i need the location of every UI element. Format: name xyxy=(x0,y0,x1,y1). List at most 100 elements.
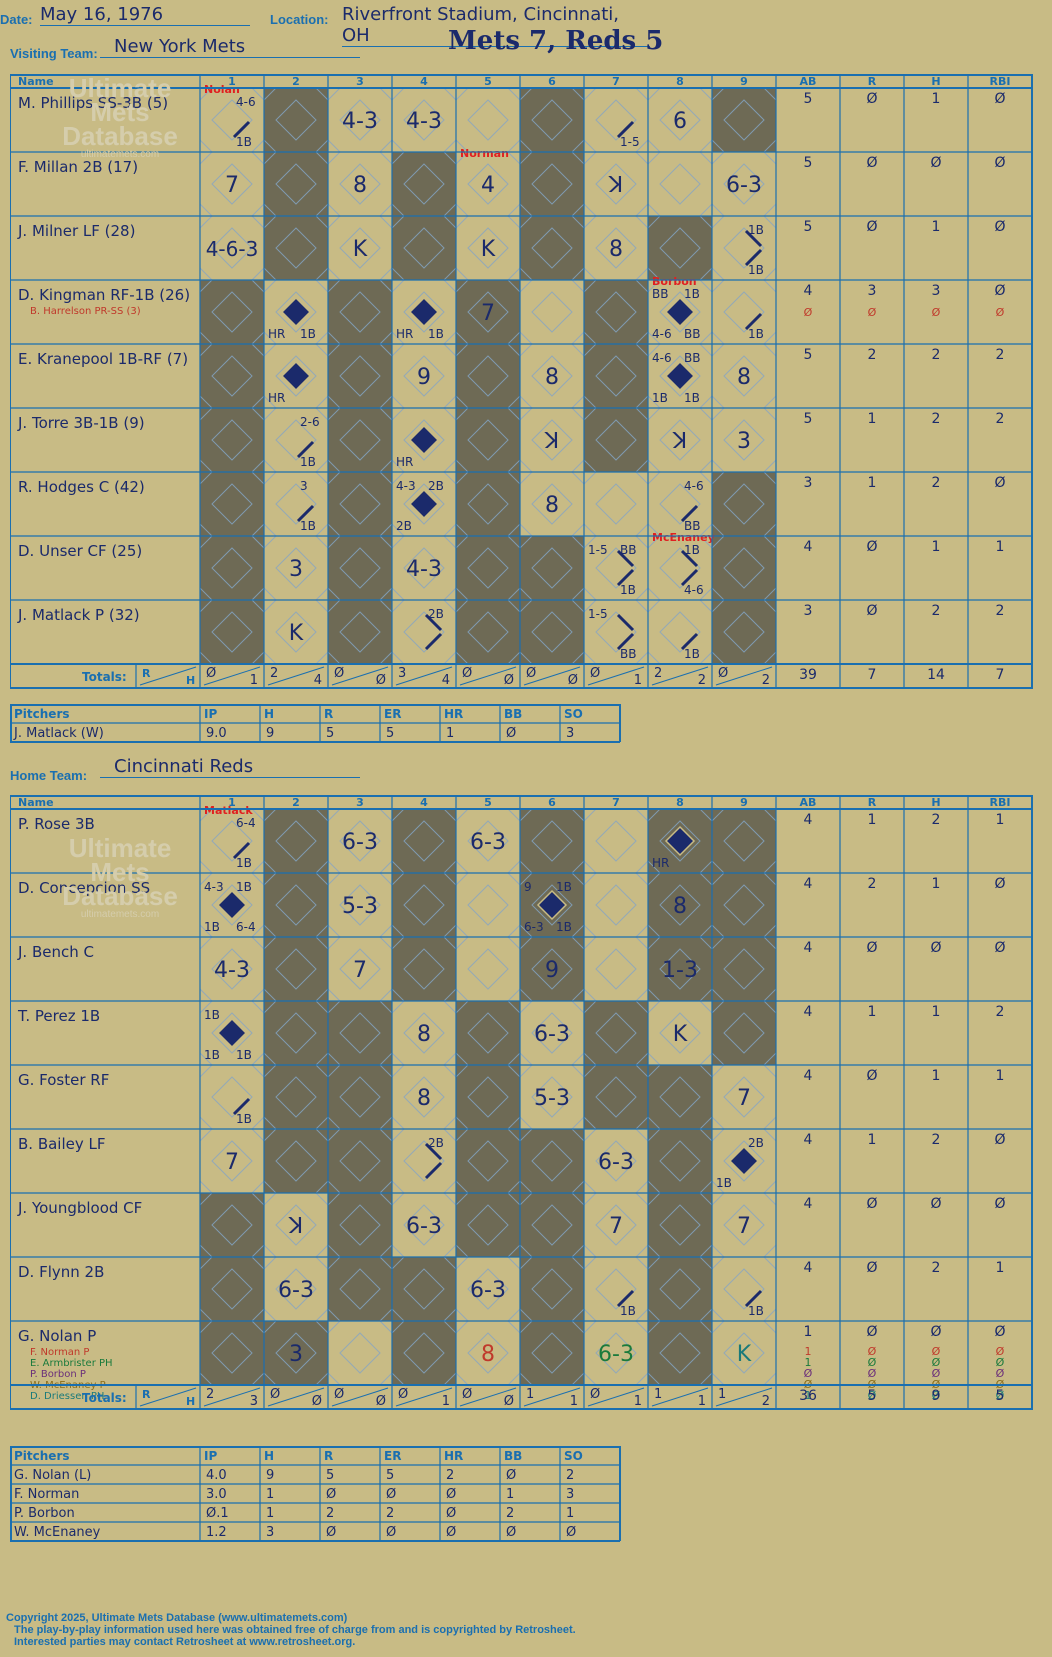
visiting-tot-h-1: 1 xyxy=(250,673,258,688)
home-corner-r6-c6-1 xyxy=(571,1192,585,1206)
home-corner-r2-c2-0 xyxy=(263,936,277,950)
home-corner-r1-c9-2 xyxy=(711,924,725,938)
visiting-corner-r5-c2-3 xyxy=(315,459,329,473)
home-corner-r3-c9-3 xyxy=(763,1052,777,1066)
visiting-col-r: R xyxy=(868,75,877,88)
home-corner-r8-c9-0 xyxy=(711,1320,725,1334)
visiting-col-inning-7: 7 xyxy=(612,75,620,88)
home-cell-r4-c7 xyxy=(584,1065,648,1129)
home-corner-r8-c5-0 xyxy=(455,1320,469,1334)
home-corner-r8-c4-1 xyxy=(443,1320,457,1334)
visiting-corner-r5-c1-2 xyxy=(199,459,213,473)
visiting-corner-r3-c3-2 xyxy=(327,331,341,345)
visiting-corner-r2-c7-2 xyxy=(583,267,597,281)
home-stat-r3-ab: 4 xyxy=(804,1004,813,1020)
visiting-sub-3-0: B. Harrelson PR-SS (3) xyxy=(30,306,141,317)
visiting-cell-r5-c7 xyxy=(584,408,648,472)
home-corner-r8-c9-2 xyxy=(711,1372,725,1386)
home-corner-r0-c5-2 xyxy=(455,860,469,874)
visiting-play-r3-c4-mark-0: HR xyxy=(396,327,413,341)
visiting-corner-r2-c6-0 xyxy=(519,215,533,229)
home-stat-r4-r: Ø xyxy=(866,1068,877,1084)
home-corner-r0-c4-3 xyxy=(443,860,457,874)
home-diamond-r0-c4 xyxy=(403,820,445,862)
visiting-corner-r0-c8-2 xyxy=(647,139,661,153)
home-stat-r2-h: Ø xyxy=(930,940,941,956)
visiting-diamond-r5-c4 xyxy=(403,419,445,461)
home-diamond-r3-c9 xyxy=(723,1012,765,1054)
visiting-col-inning-1: 1 xyxy=(228,75,236,88)
visiting-corner-r3-c9-0 xyxy=(711,279,725,293)
visiting-stat-r8-r: Ø xyxy=(866,603,877,619)
home-cell-r2-c7 xyxy=(584,937,648,1001)
visiting-corner-r2-c2-1 xyxy=(315,215,329,229)
home-cell-r5-c1 xyxy=(200,1129,264,1193)
visiting-sub-stat-3-0-2: Ø xyxy=(932,306,941,319)
home-stat-r2-r: Ø xyxy=(866,940,877,956)
home-cell-r6-c7 xyxy=(584,1193,648,1257)
home-corner-r8-c7-0 xyxy=(583,1320,597,1334)
visiting-sub-stat-3-0-0: Ø xyxy=(804,306,813,319)
home-corner-r4-c9-2 xyxy=(711,1116,725,1130)
home-corner-r2-c4-1 xyxy=(443,936,457,950)
visiting-cell-r2-c1 xyxy=(200,216,264,280)
visiting-cell-r8-c5 xyxy=(456,600,520,664)
visiting-stat-r6-rbi: Ø xyxy=(994,475,1005,491)
visiting-corner-r7-c4-2 xyxy=(391,587,405,601)
visiting-stat-total-r: 7 xyxy=(868,667,877,683)
visiting-diamond-r7-c1 xyxy=(211,547,253,589)
visiting-play-r5-c9-text: 3 xyxy=(737,429,751,454)
visiting-corner-r1-c3-2 xyxy=(327,203,341,217)
visiting-tot-r-5: Ø xyxy=(462,666,472,681)
visiting-corner-r3-c5-3 xyxy=(507,331,521,345)
home-stat-r8-r: Ø xyxy=(866,1324,877,1340)
home-stat-r8-rbi: Ø xyxy=(994,1324,1005,1340)
home-play-r8-c9-text: K xyxy=(737,1342,752,1367)
visiting-tot-slash-7 xyxy=(651,666,709,686)
visiting-play-r1-c5-text: 4 xyxy=(481,173,495,198)
visiting-batter-2: J. Milner LF (28) xyxy=(17,222,135,240)
home-diamond-r2-c1 xyxy=(211,948,253,990)
visiting-cell-r2-c8 xyxy=(648,216,712,280)
home-corner-r5-c1-1 xyxy=(251,1128,265,1142)
visiting-corner-r7-c9-1 xyxy=(763,535,777,549)
home-diamond-r6-c3 xyxy=(339,1204,381,1246)
home-corner-r0-c9-1 xyxy=(763,808,777,822)
home-corner-r5-c4-2 xyxy=(391,1180,405,1194)
home-play-r4-c4-text: 8 xyxy=(417,1086,431,1111)
home-stat-r4-ab: 4 xyxy=(804,1068,813,1084)
home-sub-8-4: D. Driessen PH xyxy=(30,1391,104,1402)
visiting-corner-r7-c7-2 xyxy=(583,587,597,601)
home-diamond-r7-c5 xyxy=(467,1268,509,1310)
home-stat-r1-h: 1 xyxy=(932,876,941,892)
home-diamond-r7-c4 xyxy=(403,1268,445,1310)
visiting-corner-r2-c1-1 xyxy=(251,215,265,229)
home-corner-r7-c8-2 xyxy=(647,1308,661,1322)
visiting-corner-r2-c8-2 xyxy=(647,267,661,281)
home-corner-r7-c3-0 xyxy=(327,1256,341,1270)
home-corner-r0-c4-1 xyxy=(443,808,457,822)
home-corner-r6-c8-0 xyxy=(647,1192,661,1206)
visiting-stat-total-ab: 39 xyxy=(799,667,817,683)
home-play-r5-c4-mark-0: 2B xyxy=(428,1136,444,1150)
visiting-corner-r2-c6-1 xyxy=(571,215,585,229)
home-pitchers-col-5: HR xyxy=(444,1449,463,1463)
home-corner-r3-c4-3 xyxy=(443,1052,457,1066)
visiting-corner-r2-c4-0 xyxy=(391,215,405,229)
home-stat-r1-rbi: Ø xyxy=(994,876,1005,892)
home-pitchers-pitcher-1-stat-4: Ø xyxy=(446,1487,456,1502)
visiting-corner-r6-c7-2 xyxy=(583,523,597,537)
home-corner-r3-c7-0 xyxy=(583,1000,597,1014)
home-cell-r2-c5 xyxy=(456,937,520,1001)
visiting-diamond-r8-c2 xyxy=(275,611,317,653)
visiting-corner-r2-c1-2 xyxy=(199,267,213,281)
visiting-corner-r0-c1-2 xyxy=(199,139,213,153)
home-diamond-r3-c3 xyxy=(339,1012,381,1054)
home-corner-r6-c3-3 xyxy=(379,1244,393,1258)
visiting-play-r8-c4-base2 xyxy=(424,613,443,632)
visiting-play-r7-c7-base2 xyxy=(616,549,635,568)
home-corner-r3-c8-0 xyxy=(647,1000,661,1014)
visiting-play-r2-c1-text: 4-6-3 xyxy=(206,237,259,261)
home-stat-r6-rbi: Ø xyxy=(994,1196,1005,1212)
home-pitchers-col-1: IP xyxy=(204,1449,217,1463)
